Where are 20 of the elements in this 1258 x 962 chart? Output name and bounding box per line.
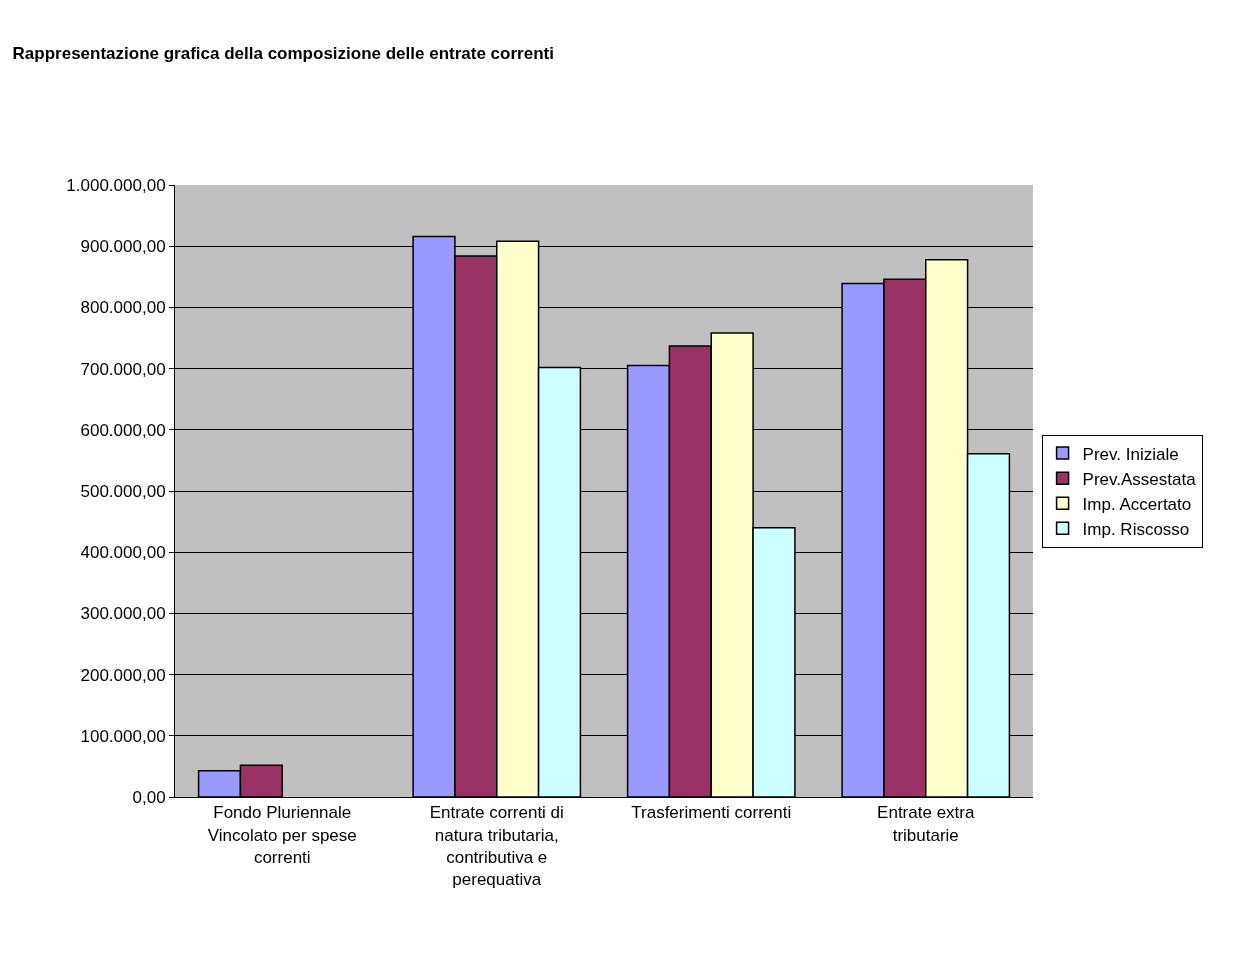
y-tick-label: 100.000,00 [80,726,166,746]
chart-title: Rappresentazione grafica della composizione delle entrate correnti [12,43,554,63]
x-tick-label: Entrate extra tributarie [877,803,975,845]
x-tick-label: Trasferimenti correnti [631,803,792,823]
x-tick-label: Entrate correnti di natura tributaria, contributiva e perequativa [429,803,564,889]
y-tick-label: 200.000,00 [80,665,166,685]
y-tick-label: 900.000,00 [80,237,166,257]
y-tick-label: 700.000,00 [80,359,166,379]
legend-label: Prev. Iniziale [1082,444,1179,464]
legend-label: Imp. Riscosso [1082,519,1190,539]
y-tick-label: 400.000,00 [80,543,166,563]
y-tick-label: 1.000.000,00 [66,175,166,195]
legend-label: Imp. Accertato [1082,494,1192,514]
y-tick-label: 800.000,00 [80,298,166,318]
y-tick-label: 600.000,00 [80,420,166,440]
x-tick-label: Fondo Pluriennale Vincolato per spese correnti [207,803,357,867]
legend-label: Prev.Assestata [1082,469,1197,489]
y-tick-label: 500.000,00 [80,481,166,501]
y-tick-label: 300.000,00 [80,604,166,624]
y-tick-label: 0,00 [132,787,166,807]
